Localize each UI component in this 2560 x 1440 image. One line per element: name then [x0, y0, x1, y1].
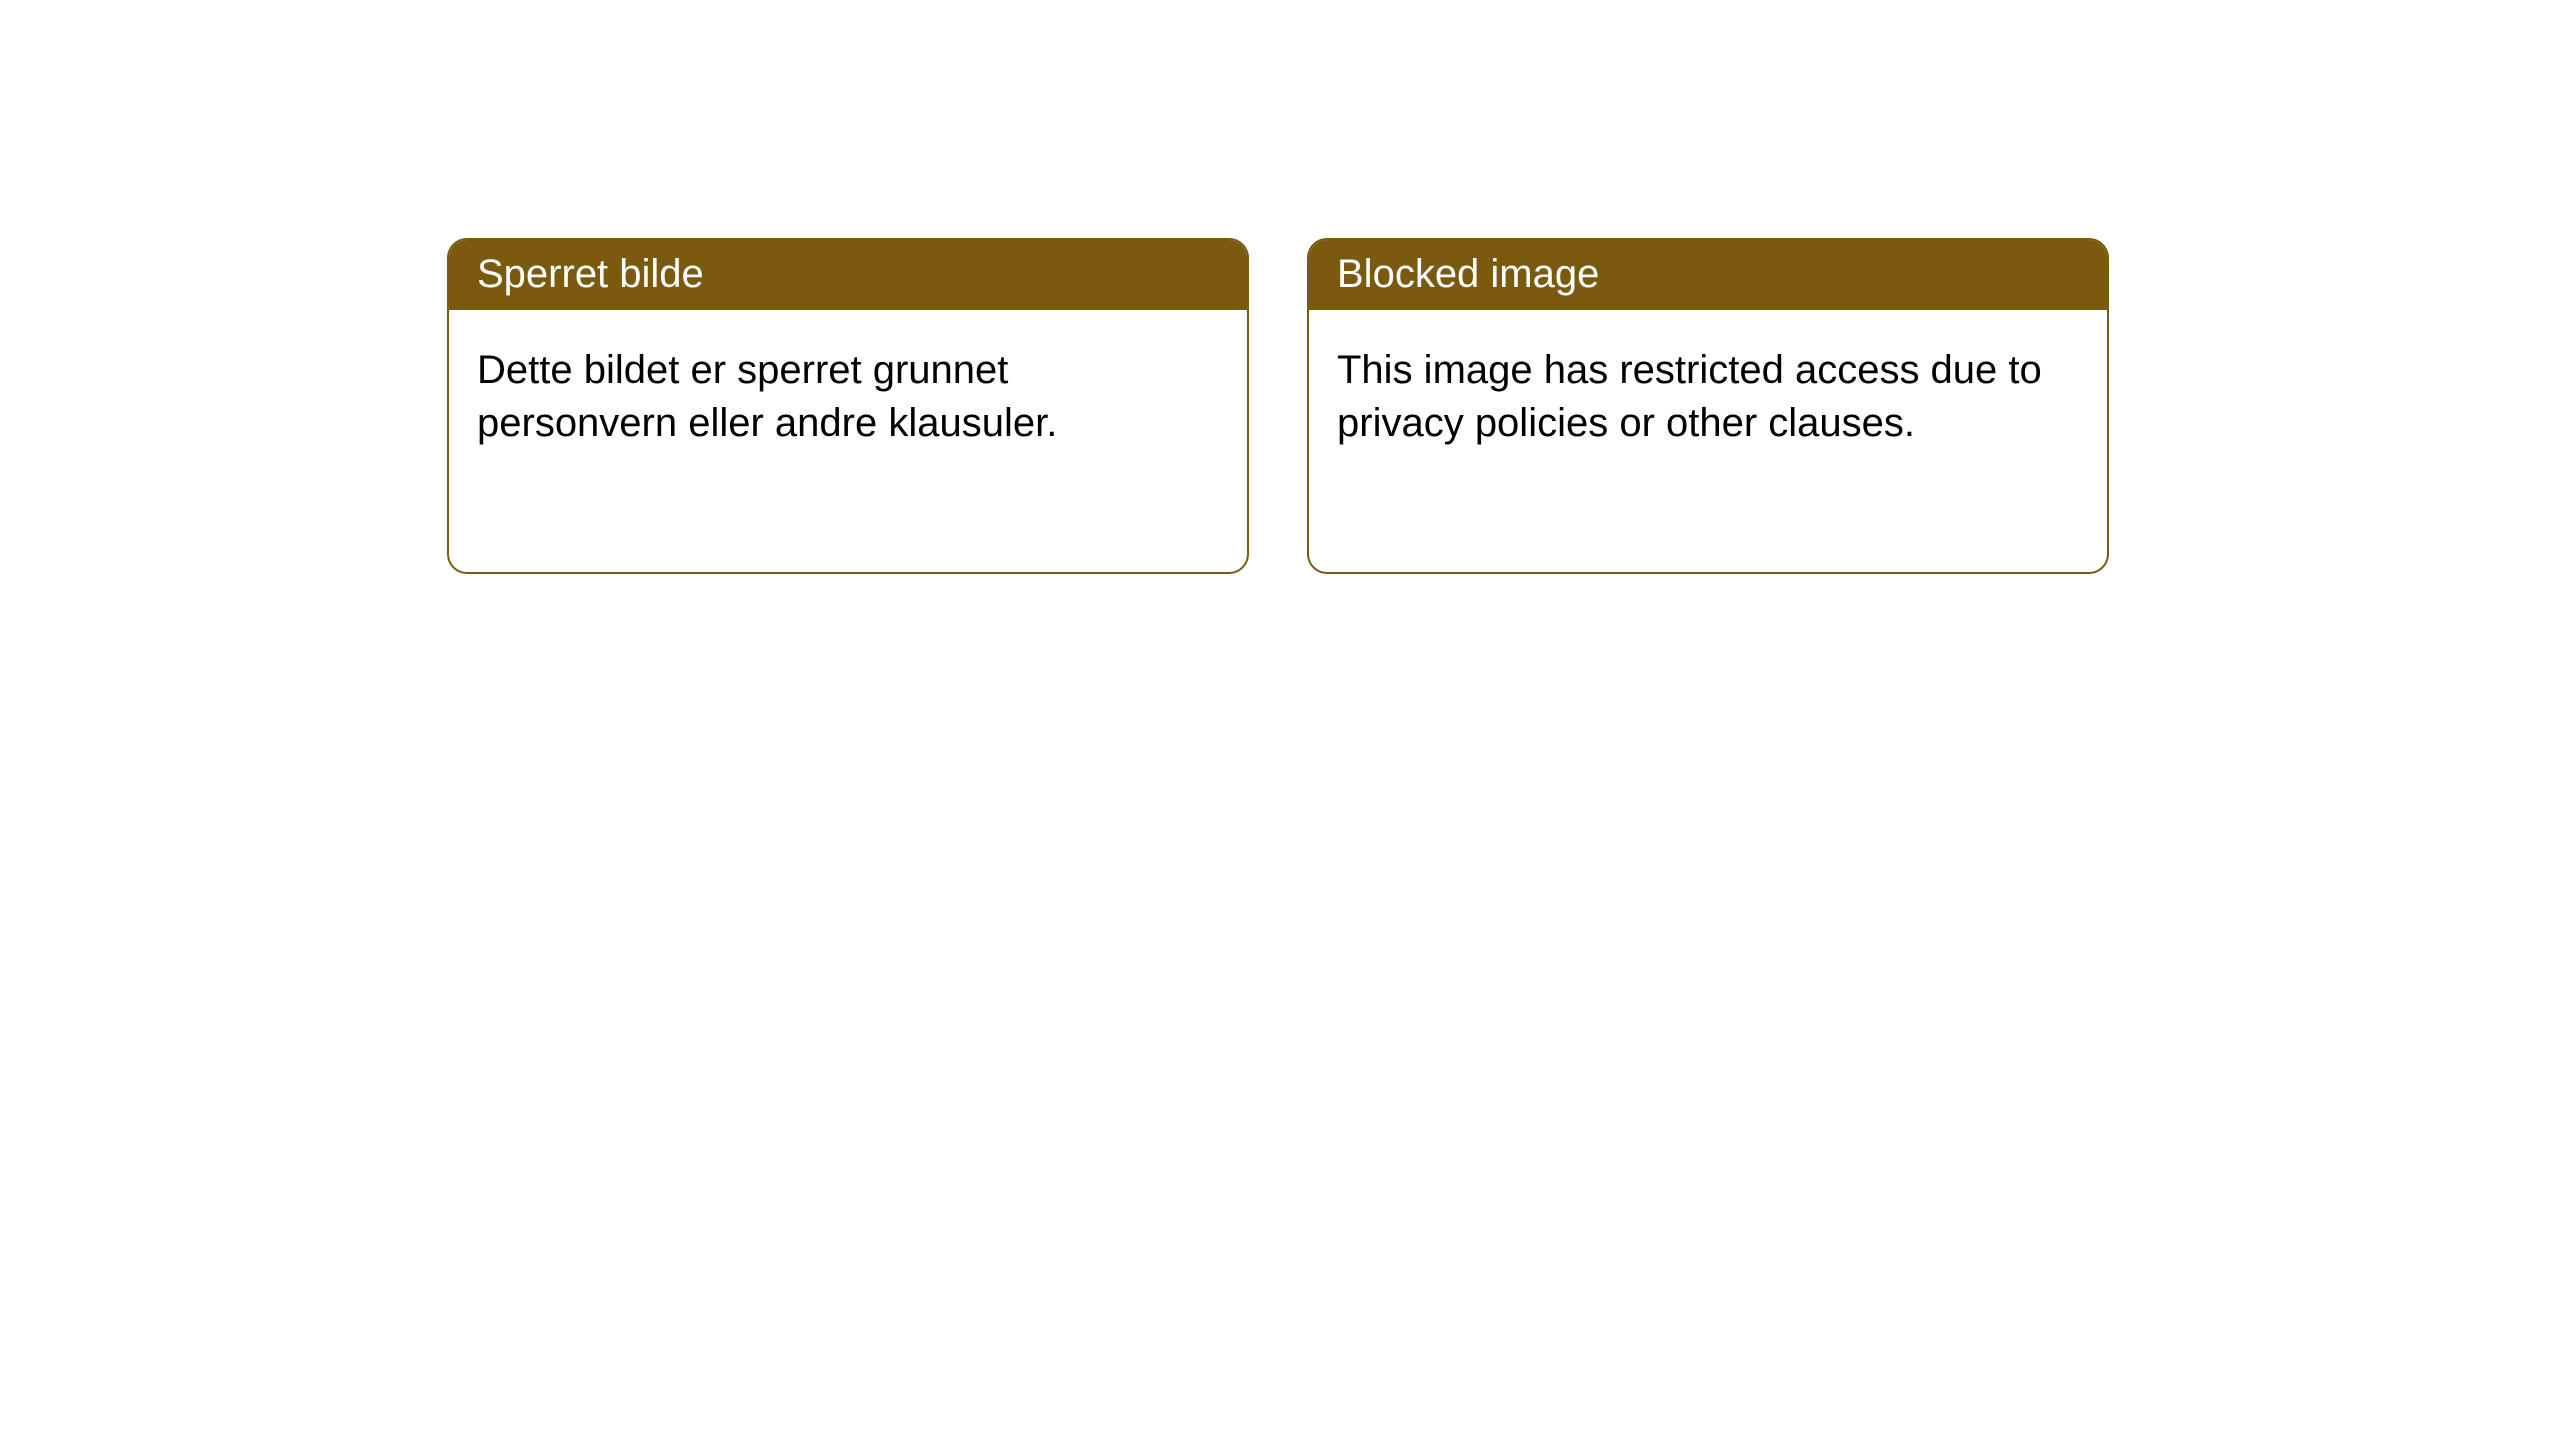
notice-container: Sperret bilde Dette bildet er sperret gr… [0, 0, 2560, 574]
blocked-image-card-en: Blocked image This image has restricted … [1307, 238, 2109, 574]
blocked-image-card-no: Sperret bilde Dette bildet er sperret gr… [447, 238, 1249, 574]
card-title-no: Sperret bilde [449, 240, 1247, 310]
card-body-no: Dette bildet er sperret grunnet personve… [449, 310, 1247, 484]
card-body-en: This image has restricted access due to … [1309, 310, 2107, 484]
card-title-en: Blocked image [1309, 240, 2107, 310]
